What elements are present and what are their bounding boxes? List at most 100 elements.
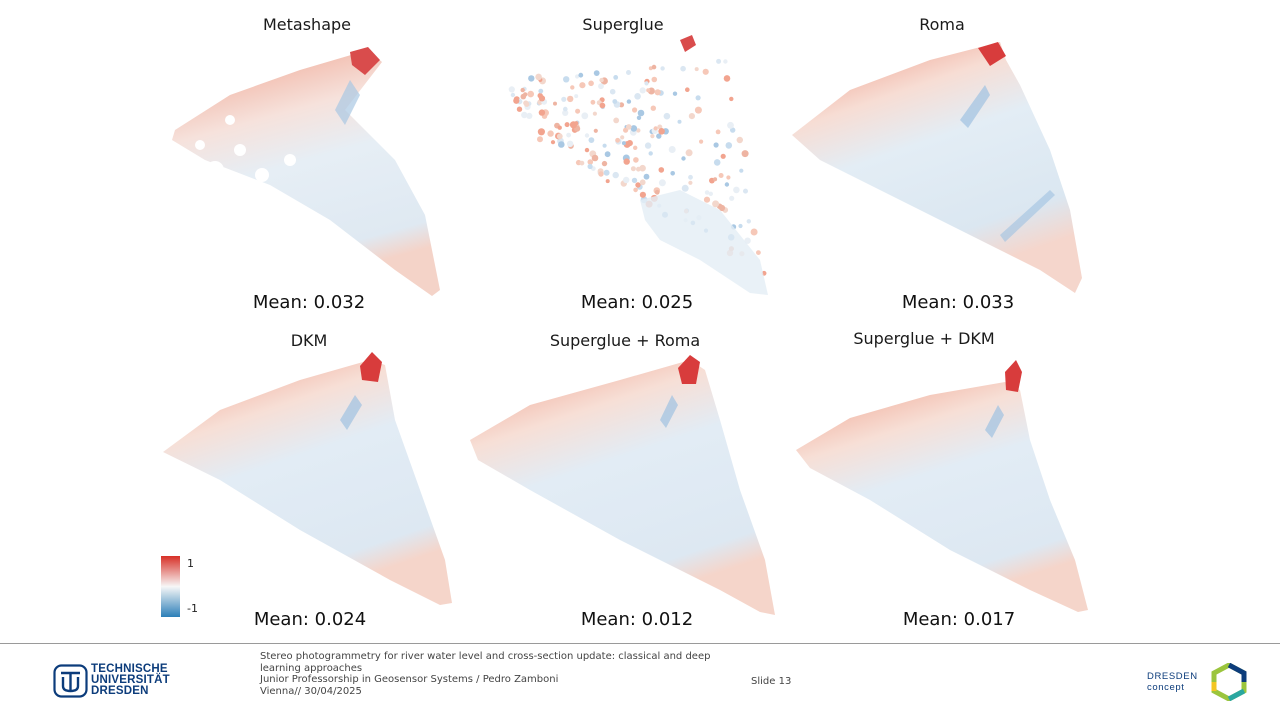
superglue-point [639,179,646,186]
superglue-point [563,76,570,83]
superglue-point [702,68,709,75]
superglue-point [561,96,567,102]
superglue-point [535,73,542,81]
superglue-point [527,90,534,98]
superglue-point [688,113,696,120]
superglue-point [636,128,641,133]
superglue-point [578,72,584,78]
superglue-point [526,112,533,119]
superglue-point [598,83,604,90]
superglue-point [620,135,625,140]
superglue-point [713,177,718,182]
colorbar [161,556,180,617]
superglue-point [708,191,713,196]
superglue-point [528,75,535,82]
superglue-point [663,112,671,120]
superglue-point [579,160,585,166]
superglue-point [584,147,590,153]
superglue-point [612,99,618,104]
superglue-point [538,88,544,94]
superglue-point [716,58,722,64]
superglue-point [584,133,590,138]
superglue-point [643,173,650,180]
footer-divider [0,643,1280,644]
panel-mean-superglue-dkm: Mean: 0.017 [902,609,1016,630]
superglue-point [650,134,655,139]
superglue-point [685,149,693,157]
superglue-point [626,99,632,104]
slide-number: Slide 13 [751,676,792,687]
superglue-point [658,167,665,173]
superglue-point [733,186,740,194]
superglue-point [537,128,546,136]
superglue-point [729,195,735,201]
superglue-point [651,64,657,70]
superglue-point [694,106,702,114]
presentation-location-date: Vienna// 30/04/2025 [260,685,362,697]
superglue-point [566,132,571,138]
superglue-point [523,100,529,106]
superglue-point [569,121,578,129]
superglue-point [547,130,554,137]
tu-dresden-wordmark: TECHNISCHE UNIVERSITÄT DRESDEN [91,663,170,697]
superglue-point [579,82,586,89]
superglue-point [744,237,751,244]
superglue-point [556,133,563,140]
superglue-point [727,121,734,129]
superglue-point [750,228,758,236]
superglue-point [639,164,646,172]
superglue-point [615,137,620,143]
superglue-point [653,126,658,131]
footer-info: Stereo photogrammetry for river water le… [260,651,730,697]
superglue-point [639,87,646,94]
superglue-point [510,92,516,98]
superglue-point [685,87,690,92]
superglue-point [746,219,751,224]
superglue-point [558,141,565,148]
superglue-point [704,190,710,195]
superglue-point [729,96,734,102]
superglue-point [567,95,574,103]
superglue-point [575,74,580,79]
superglue-point [621,141,626,146]
superglue-point [598,171,604,177]
superglue-point [713,142,719,148]
superglue-point [660,66,665,71]
superglue-point [726,175,731,180]
superglue-point [644,142,652,149]
superglue-point [730,127,736,133]
superglue-point [672,91,678,96]
superglue-point [603,169,610,176]
panel-title-roma: Roma [919,15,965,34]
superglue-point [668,146,676,153]
superglue-point [694,67,699,72]
superglue-point [626,70,631,75]
superglue-point [609,88,616,95]
superglue-point [553,101,557,106]
superglue-point [635,182,641,188]
superglue-point [587,159,594,165]
superglue-point [623,158,630,165]
superglue-point [626,140,633,147]
superglue-point [681,156,686,161]
panel-title-superglue-roma: Superglue + Roma [549,331,701,350]
superglue-point [513,97,520,104]
superglue-point [723,59,728,64]
superglue-point [695,95,701,101]
superglue-point [557,125,562,130]
superglue-point [739,168,744,173]
superglue-point [656,133,662,139]
superglue-point [680,65,686,72]
superglue-point [741,150,749,158]
superglue-point [654,189,660,195]
superglue-point [623,176,630,184]
presentation-title: Stereo photogrammetry for river water le… [260,651,711,674]
superglue-point [633,157,639,163]
panel-mean-metashape: Mean: 0.032 [252,292,366,313]
superglue-point [602,143,607,148]
superglue-point [574,94,579,99]
